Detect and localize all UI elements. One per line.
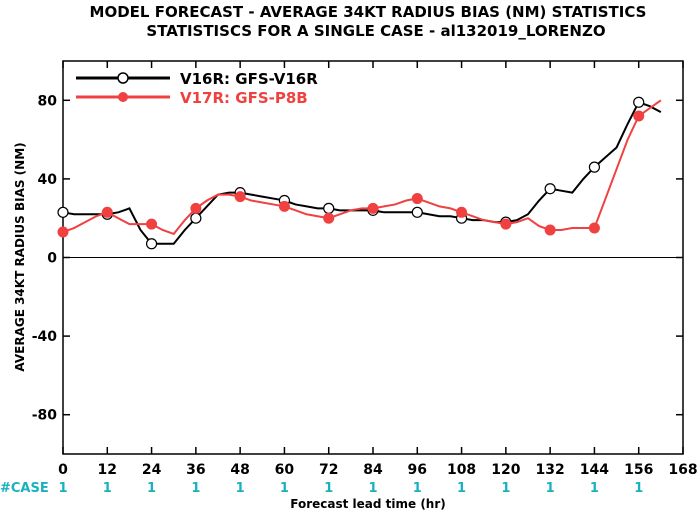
case-count-value: 1 (324, 481, 333, 496)
data-point-1 (101, 206, 113, 218)
data-point-0 (323, 202, 335, 214)
data-point-0 (190, 212, 202, 224)
x-tick-label: 36 (186, 462, 205, 478)
data-point-0 (411, 206, 423, 218)
x-tick-label: 60 (275, 462, 295, 478)
data-point-1 (588, 222, 600, 234)
case-count-row: #CASE 1 1 1 1 1 1 1 1 1 1 1 1 1 1 (0, 481, 643, 496)
data-point-0 (57, 206, 69, 218)
x-tick-label: 0 (58, 462, 68, 478)
case-count-value: 1 (590, 481, 599, 496)
data-point-1 (456, 206, 468, 218)
case-count-value: 1 (413, 481, 422, 496)
data-point-1 (367, 202, 379, 214)
x-tick-label: 48 (230, 462, 249, 478)
x-tick-label: 156 (624, 462, 653, 478)
x-axis-label: Forecast lead time (hr) (290, 497, 446, 511)
y-axis-label: AVERAGE 34KT RADIUS BIAS (NM) (13, 142, 27, 371)
data-point-1 (190, 202, 202, 214)
case-count-value: 1 (457, 481, 466, 496)
data-point-1 (323, 212, 335, 224)
case-count-value: 1 (634, 481, 643, 496)
x-tick-label: 132 (536, 462, 565, 478)
y-tick-label: 0 (47, 251, 57, 267)
data-point-1 (544, 224, 556, 236)
series-layer (57, 96, 662, 250)
case-count-value: 1 (191, 481, 200, 496)
data-point-1 (500, 218, 512, 230)
series-line-0 (62, 101, 662, 245)
x-tick-label: 96 (408, 462, 427, 478)
data-point-1 (234, 191, 246, 203)
case-count-label: #CASE (0, 481, 49, 496)
chart-subtitle: STATISTISCS FOR A SINGLE CASE - al132019… (146, 22, 605, 40)
data-point-1 (146, 218, 158, 230)
case-count-value: 1 (280, 481, 289, 496)
chart-title: MODEL FORECAST - AVERAGE 34KT RADIUS BIA… (90, 3, 647, 21)
y-tick-label: 80 (38, 93, 58, 109)
case-count-value: 1 (236, 481, 245, 496)
x-tick-label: 72 (319, 462, 338, 478)
x-tick-label: 24 (142, 462, 162, 478)
x-axis: 0 12 24 36 48 60 72 84 96 108 120 132 144 156 168 (58, 61, 698, 478)
data-point-0 (633, 96, 645, 108)
data-point-1 (633, 110, 645, 122)
case-count-value: 1 (368, 481, 377, 496)
case-count-value: 1 (147, 481, 156, 496)
x-tick-label: 108 (447, 462, 476, 478)
data-point-1 (411, 193, 423, 205)
y-tick-label: -40 (32, 329, 58, 345)
y-axis: -80 -40 0 40 80 (32, 93, 683, 424)
case-count-value: 1 (58, 481, 67, 496)
data-point-0 (588, 161, 601, 173)
data-point-0 (145, 238, 158, 250)
case-count-value: 1 (103, 481, 112, 496)
x-tick-label: 120 (491, 462, 520, 478)
series-line-1 (62, 99, 662, 236)
data-point-1 (57, 226, 69, 238)
y-tick-label: 40 (38, 172, 58, 188)
legend-marker-1 (118, 92, 128, 102)
x-tick-label: 168 (668, 462, 697, 478)
x-tick-label: 12 (98, 462, 117, 478)
x-tick-label: 84 (363, 462, 383, 478)
legend-marker-0 (117, 72, 129, 84)
data-point-0 (544, 183, 556, 195)
case-count-value: 1 (546, 481, 555, 496)
y-tick-label: -80 (32, 408, 58, 424)
legend-label-0: V16R: GFS-V16R (180, 70, 318, 88)
legend-label-1: V17R: GFS-P8B (180, 89, 308, 107)
case-count-value: 1 (501, 481, 510, 496)
x-tick-label: 144 (580, 462, 609, 478)
data-point-1 (278, 200, 290, 212)
